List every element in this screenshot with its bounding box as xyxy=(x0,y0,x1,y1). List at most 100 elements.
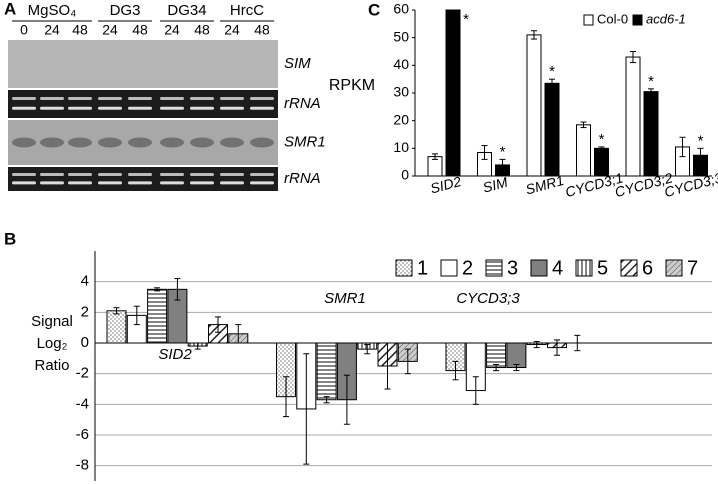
legend-swatch xyxy=(575,259,593,277)
error-bar xyxy=(113,307,120,315)
legend-label: 1 xyxy=(417,257,428,279)
legend-label: 4 xyxy=(552,257,563,279)
lane-label: 24 xyxy=(224,22,240,38)
y-tick-label: 10 xyxy=(393,139,409,155)
y-tick-label: 0 xyxy=(401,167,409,183)
group-label: DG3 xyxy=(110,2,141,19)
group-label: DG34 xyxy=(167,2,206,19)
rrna-band xyxy=(68,181,92,185)
rrna-band xyxy=(128,173,152,176)
error-bar xyxy=(554,339,560,356)
panel-label: A xyxy=(4,0,16,18)
legend-swatch xyxy=(440,259,458,277)
y-axis-label: Signal xyxy=(31,313,73,330)
row-label: rRNA xyxy=(284,95,321,112)
error-bar xyxy=(343,374,350,425)
rrna-band xyxy=(128,106,152,110)
bar xyxy=(625,56,641,177)
y-axis-label: RPKM xyxy=(329,77,375,94)
smr-band xyxy=(12,137,36,148)
error-bar xyxy=(630,51,636,64)
rrna-band xyxy=(68,173,92,176)
y-tick-label: 2 xyxy=(81,303,89,320)
legend-swatch xyxy=(395,259,413,277)
y-axis-label: Log₂ xyxy=(37,335,68,352)
legend-swatch xyxy=(583,14,594,26)
y-tick-label: 0 xyxy=(81,334,89,351)
lane-label: 24 xyxy=(44,22,60,38)
category-label: SMR1 xyxy=(324,290,366,307)
error-bar xyxy=(598,146,605,151)
error-bar xyxy=(574,334,581,352)
y-tick-label: -2 xyxy=(76,365,89,382)
rrna-band xyxy=(40,173,64,176)
legend-swatch xyxy=(665,259,683,277)
bar xyxy=(544,82,560,177)
smr-band xyxy=(128,137,152,148)
panel-label: B xyxy=(4,229,16,248)
blot: MgSO₄ DG3 DG34 HrcC 0 24 48 24 48 24 48 24 48 SIM rRNA… xyxy=(8,2,326,191)
significance: * xyxy=(599,131,605,148)
significance: * xyxy=(549,63,555,80)
smr-band xyxy=(40,137,64,148)
rrna-band xyxy=(12,173,36,176)
y-tick-label: 20 xyxy=(393,111,409,127)
error-bar xyxy=(499,158,506,171)
smr-band xyxy=(160,137,184,148)
rrna-band xyxy=(190,181,214,185)
rrna-band xyxy=(160,106,184,110)
error-bar xyxy=(533,340,540,349)
significance: * xyxy=(463,11,469,28)
error-bar xyxy=(384,342,391,390)
legend-label: 7 xyxy=(687,257,698,279)
rrna-band xyxy=(68,106,92,110)
legend-label: 2 xyxy=(462,257,473,279)
smr-band xyxy=(220,137,244,148)
blot-band xyxy=(8,90,278,118)
y-axis-label: Ratio xyxy=(34,357,69,374)
y-tick-label: 4 xyxy=(81,273,89,290)
rrna-band xyxy=(220,181,244,185)
legend-label: 6 xyxy=(642,257,653,279)
rrna-band xyxy=(250,106,274,110)
error-bar xyxy=(174,278,181,301)
lane-label: 48 xyxy=(132,22,148,38)
y-tick-label: 50 xyxy=(393,28,409,44)
smr-band xyxy=(190,137,214,148)
legend-label: Col-0 xyxy=(597,11,628,26)
bar xyxy=(106,310,127,344)
error-bar xyxy=(154,287,161,292)
y-tick-label: 60 xyxy=(393,1,409,17)
error-bar xyxy=(549,78,555,88)
rrna-band xyxy=(12,181,36,185)
rrna-band xyxy=(220,97,244,100)
blot-band xyxy=(8,40,278,88)
error-bar xyxy=(432,153,438,160)
significance: * xyxy=(500,143,506,160)
legend-swatch xyxy=(485,259,503,277)
legend-swatch xyxy=(632,14,643,26)
row-label: SIM xyxy=(284,55,311,72)
error-bar xyxy=(194,342,201,350)
error-bar xyxy=(452,360,459,381)
error-bar xyxy=(283,376,289,418)
error-bar xyxy=(133,305,140,326)
y-tick-label: 40 xyxy=(393,56,409,72)
y-tick-label: -6 xyxy=(76,426,89,443)
rrna-band xyxy=(98,173,122,176)
rrna-band xyxy=(160,97,184,100)
rrna-band xyxy=(40,181,64,185)
bar xyxy=(445,9,461,177)
error-bar xyxy=(323,396,330,404)
smr-band xyxy=(98,137,122,148)
smr-band xyxy=(68,137,92,148)
legend-label: acd6-1 xyxy=(646,11,686,26)
error-bar xyxy=(303,353,310,465)
rrna-band xyxy=(250,181,274,185)
rrna-band xyxy=(68,97,92,100)
rrna-band xyxy=(250,173,274,176)
row-label: SMR1 xyxy=(284,133,326,150)
error-bar xyxy=(648,88,654,95)
bar xyxy=(486,342,507,369)
blot-band xyxy=(8,167,278,191)
